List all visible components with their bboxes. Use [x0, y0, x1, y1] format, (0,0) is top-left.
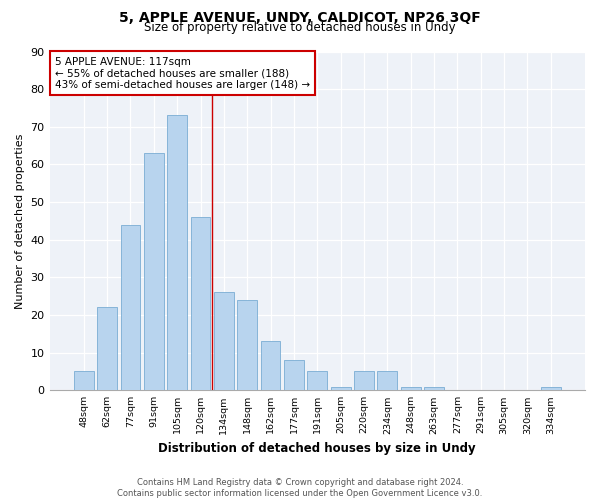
- X-axis label: Distribution of detached houses by size in Undy: Distribution of detached houses by size …: [158, 442, 476, 455]
- Bar: [424, 386, 444, 390]
- Bar: [144, 153, 164, 390]
- Bar: [97, 308, 117, 390]
- Bar: [238, 300, 257, 390]
- Text: Size of property relative to detached houses in Undy: Size of property relative to detached ho…: [144, 21, 456, 34]
- Text: 5 APPLE AVENUE: 117sqm
← 55% of detached houses are smaller (188)
43% of semi-de: 5 APPLE AVENUE: 117sqm ← 55% of detached…: [55, 56, 310, 90]
- Bar: [331, 386, 350, 390]
- Text: 5, APPLE AVENUE, UNDY, CALDICOT, NP26 3QF: 5, APPLE AVENUE, UNDY, CALDICOT, NP26 3Q…: [119, 11, 481, 25]
- Bar: [214, 292, 234, 390]
- Bar: [191, 217, 211, 390]
- Bar: [284, 360, 304, 390]
- Bar: [260, 342, 280, 390]
- Bar: [167, 116, 187, 390]
- Bar: [401, 386, 421, 390]
- Bar: [74, 372, 94, 390]
- Y-axis label: Number of detached properties: Number of detached properties: [15, 133, 25, 308]
- Bar: [307, 372, 327, 390]
- Text: Contains HM Land Registry data © Crown copyright and database right 2024.
Contai: Contains HM Land Registry data © Crown c…: [118, 478, 482, 498]
- Bar: [121, 224, 140, 390]
- Bar: [354, 372, 374, 390]
- Bar: [377, 372, 397, 390]
- Bar: [541, 386, 560, 390]
